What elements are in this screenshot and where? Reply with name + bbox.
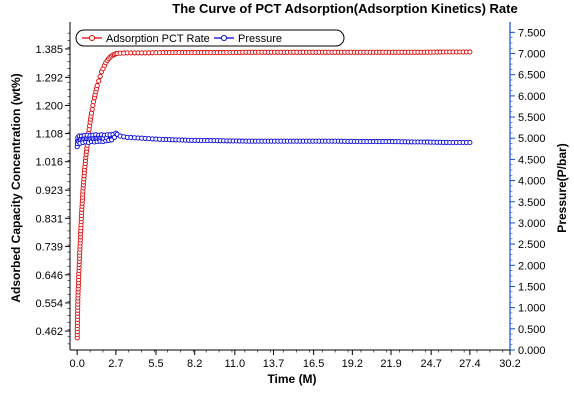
chart-title: The Curve of PCT Adsorption(Adsorption K… xyxy=(172,1,517,16)
legend-pressure-marker xyxy=(221,35,227,41)
x-tick-label: 8.2 xyxy=(187,358,202,370)
x-tick-label: 16.5 xyxy=(303,358,324,370)
y-right-tick-label: 4.000 xyxy=(518,176,546,188)
legend-pressure-label: Pressure xyxy=(238,33,282,45)
x-tick-label: 24.7 xyxy=(420,358,441,370)
y-left-tick-label: 0.831 xyxy=(35,213,63,225)
x-tick-label: 11.0 xyxy=(225,358,246,370)
y-right-tick-label: 6.500 xyxy=(518,70,546,82)
y-right-tick-label: 0.000 xyxy=(518,345,546,357)
y-left-tick-label: 1.292 xyxy=(35,72,63,84)
y-left-tick-label: 0.739 xyxy=(35,241,63,253)
y-right-tick-label: 3.500 xyxy=(518,197,546,209)
legend-adsorption-label: Adsorption PCT Rate xyxy=(106,33,210,45)
x-tick-label: 13.7 xyxy=(263,358,284,370)
x-tick-label: 0.0 xyxy=(70,358,85,370)
y-right-tick-label: 0.500 xyxy=(518,324,546,336)
y-right-tick-label: 6.000 xyxy=(518,91,546,103)
y-left-tick-label: 1.200 xyxy=(35,100,63,112)
y-left-tick-label: 0.554 xyxy=(35,298,63,310)
y-left-tick-label: 0.923 xyxy=(35,185,63,197)
x-tick-label: 5.5 xyxy=(148,358,163,370)
axes-layer: 0.0 2.7 5.5 8.2 11.0 13.7 16.5 19.2 21.9 24.7 27.4… xyxy=(35,22,546,370)
y-left-tick-label: 0.646 xyxy=(35,270,63,282)
y-right-tick-label: 2.000 xyxy=(518,260,546,272)
y-right-tick-label: 2.500 xyxy=(518,239,546,251)
pressure-point xyxy=(467,139,473,146)
y-right-tick-label: 1.000 xyxy=(518,303,546,315)
y-right-tick-label: 7.000 xyxy=(518,49,546,61)
legend-box xyxy=(75,29,345,47)
x-tick-label: 30.2 xyxy=(499,358,520,370)
y-right-tick-label: 5.500 xyxy=(518,112,546,124)
series-layer xyxy=(74,49,473,341)
y-right-tick-label: 5.000 xyxy=(518,133,546,145)
x-tick-label: 27.4 xyxy=(459,358,480,370)
adsorption-point xyxy=(94,83,100,89)
x-tick-label: 21.9 xyxy=(380,358,401,370)
x-tick-label: 19.2 xyxy=(342,358,363,370)
pressure-point xyxy=(111,134,117,140)
adsorption-point xyxy=(96,78,102,84)
adsorption-point xyxy=(467,49,473,55)
x-tick-label: 2.7 xyxy=(108,358,123,370)
adsorption-series-line xyxy=(76,51,470,338)
y-axis-right-label: Pressure(P/bar) xyxy=(555,143,569,232)
y-right-tick-label: 4.500 xyxy=(518,154,546,166)
y-right-tick-label: 7.500 xyxy=(518,27,546,39)
legend: Adsorption PCT Rate Pressure xyxy=(75,29,345,47)
legend-adsorption-marker xyxy=(89,35,95,41)
y-left-tick-label: 0.462 xyxy=(35,326,63,338)
y-axis-left-label: Adsorbed Capacity Concentration (wt%) xyxy=(9,73,23,302)
y-right-tick-label: 3.000 xyxy=(518,218,546,230)
adsorption-point xyxy=(97,73,103,79)
y-right-tick-label: 1.500 xyxy=(518,281,546,293)
y-left-tick-label: 1.385 xyxy=(35,44,63,56)
y-left-tick-label: 1.108 xyxy=(35,129,63,141)
x-axis-label: Time (M) xyxy=(267,372,316,386)
y-left-tick-label: 1.016 xyxy=(35,157,63,169)
